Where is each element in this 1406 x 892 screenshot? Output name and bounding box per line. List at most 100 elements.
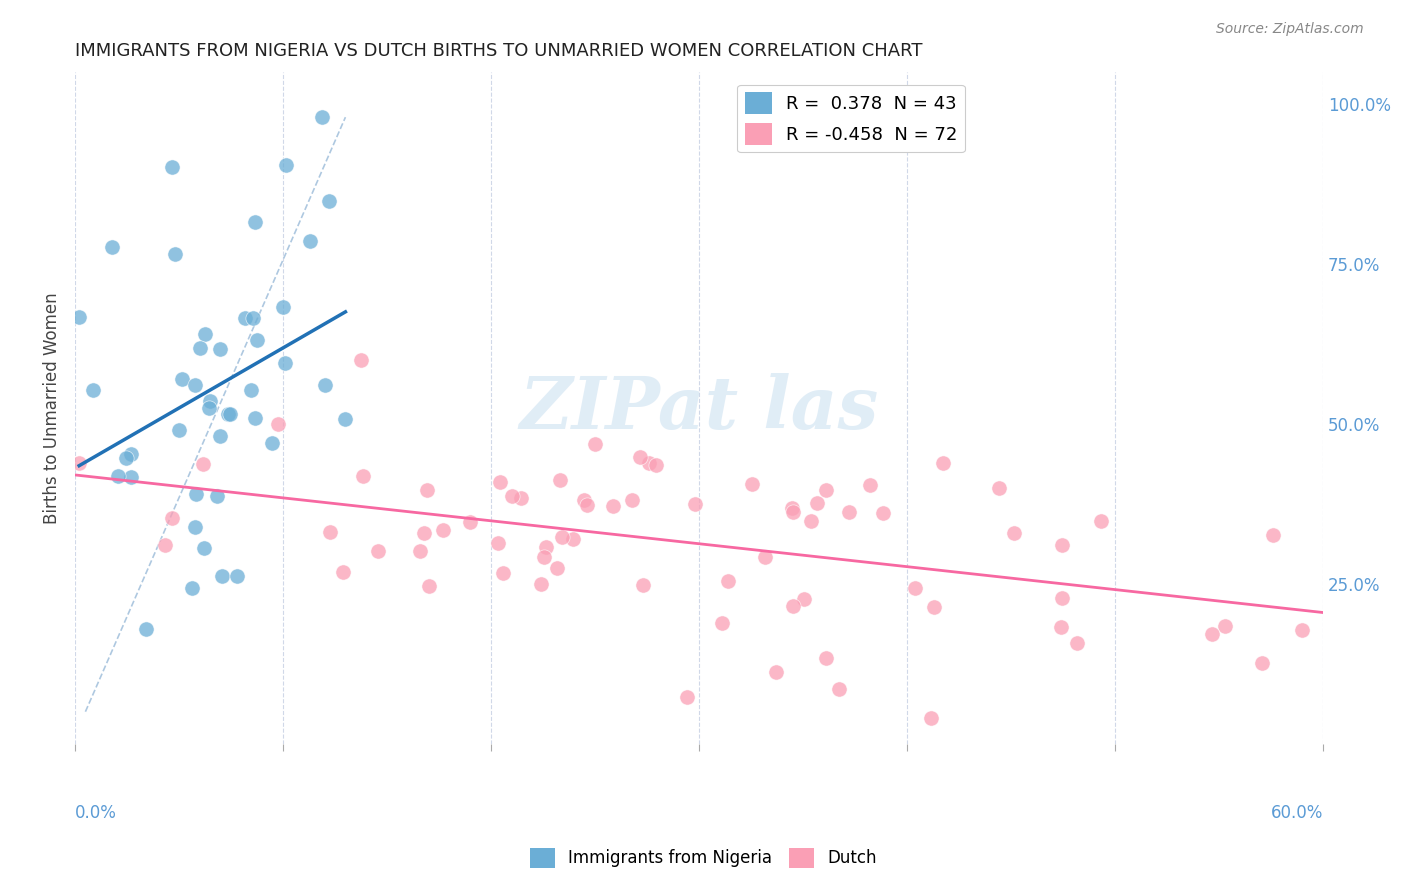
Point	[583, 437, 606, 451]
Point	[645, 458, 668, 472]
Point	[987, 481, 1010, 495]
Point	[492, 566, 515, 581]
Point	[509, 491, 531, 506]
Point	[872, 506, 894, 520]
Point	[815, 650, 838, 665]
Point	[501, 490, 523, 504]
Point	[416, 483, 439, 497]
Point	[332, 565, 354, 579]
Point	[782, 599, 804, 613]
Point	[741, 476, 763, 491]
Point	[782, 500, 804, 515]
Point	[793, 592, 815, 607]
Point	[246, 334, 269, 348]
Point	[115, 451, 138, 466]
Y-axis label: Births to Unmarried Women: Births to Unmarried Women	[44, 293, 60, 524]
Point	[311, 110, 333, 124]
Text: Source: ZipAtlas.com: Source: ZipAtlas.com	[1216, 22, 1364, 37]
Point	[814, 483, 837, 497]
Point	[765, 665, 787, 679]
Point	[1002, 525, 1025, 540]
Point	[194, 327, 217, 342]
Point	[413, 526, 436, 541]
Point	[683, 497, 706, 511]
Text: 60.0%: 60.0%	[1271, 804, 1323, 822]
Point	[318, 194, 340, 208]
Point	[367, 544, 389, 558]
Point	[602, 499, 624, 513]
Point	[153, 538, 176, 552]
Point	[628, 450, 651, 465]
Point	[576, 498, 599, 512]
Point	[107, 469, 129, 483]
Point	[160, 511, 183, 525]
Legend: Immigrants from Nigeria, Dutch: Immigrants from Nigeria, Dutch	[523, 841, 883, 875]
Point	[193, 541, 215, 556]
Point	[314, 378, 336, 392]
Point	[170, 372, 193, 386]
Point	[562, 533, 585, 547]
Point	[245, 411, 267, 425]
Point	[135, 622, 157, 636]
Point	[235, 311, 257, 326]
Point	[633, 578, 655, 592]
Point	[186, 487, 208, 501]
Point	[1250, 657, 1272, 671]
Point	[198, 393, 221, 408]
Point	[67, 456, 90, 470]
Point	[209, 429, 232, 443]
Point	[217, 407, 239, 421]
Point	[486, 536, 509, 550]
Point	[754, 550, 776, 565]
Point	[276, 158, 298, 172]
Point	[209, 342, 232, 356]
Point	[184, 520, 207, 534]
Point	[572, 493, 595, 508]
Point	[183, 378, 205, 392]
Point	[828, 681, 851, 696]
Point	[262, 435, 284, 450]
Point	[1291, 623, 1313, 637]
Point	[932, 456, 955, 470]
Point	[488, 475, 510, 489]
Point	[319, 524, 342, 539]
Point	[1049, 620, 1071, 634]
Point	[67, 310, 90, 324]
Point	[335, 412, 357, 426]
Text: ZIPat las: ZIPat las	[519, 373, 879, 443]
Point	[120, 447, 142, 461]
Point	[637, 456, 659, 470]
Point	[1213, 618, 1236, 632]
Point	[352, 469, 374, 483]
Point	[1050, 538, 1073, 552]
Point	[711, 616, 734, 631]
Point	[191, 457, 214, 471]
Point	[1263, 527, 1285, 541]
Legend: R =  0.378  N = 43, R = -0.458  N = 72: R = 0.378 N = 43, R = -0.458 N = 72	[737, 85, 965, 153]
Point	[418, 579, 440, 593]
Point	[242, 310, 264, 325]
Point	[838, 505, 860, 519]
Point	[460, 516, 482, 530]
Point	[350, 353, 373, 368]
Point	[274, 355, 297, 369]
Point	[800, 514, 823, 528]
Point	[299, 234, 322, 248]
Point	[267, 417, 290, 431]
Point	[922, 600, 945, 615]
Point	[218, 407, 240, 421]
Point	[188, 341, 211, 355]
Point	[120, 470, 142, 484]
Point	[1050, 591, 1073, 605]
Point	[226, 569, 249, 583]
Text: IMMIGRANTS FROM NIGERIA VS DUTCH BIRTHS TO UNMARRIED WOMEN CORRELATION CHART: IMMIGRANTS FROM NIGERIA VS DUTCH BIRTHS …	[75, 42, 922, 60]
Point	[1201, 626, 1223, 640]
Point	[1090, 514, 1112, 528]
Point	[920, 711, 942, 725]
Point	[859, 478, 882, 492]
Point	[163, 246, 186, 260]
Point	[82, 384, 104, 398]
Point	[211, 568, 233, 582]
Point	[101, 240, 124, 254]
Point	[806, 496, 828, 510]
